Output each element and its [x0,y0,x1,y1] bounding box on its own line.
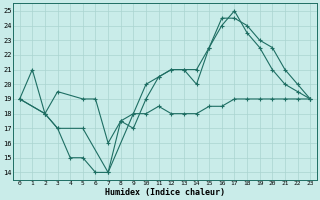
X-axis label: Humidex (Indice chaleur): Humidex (Indice chaleur) [105,188,225,197]
